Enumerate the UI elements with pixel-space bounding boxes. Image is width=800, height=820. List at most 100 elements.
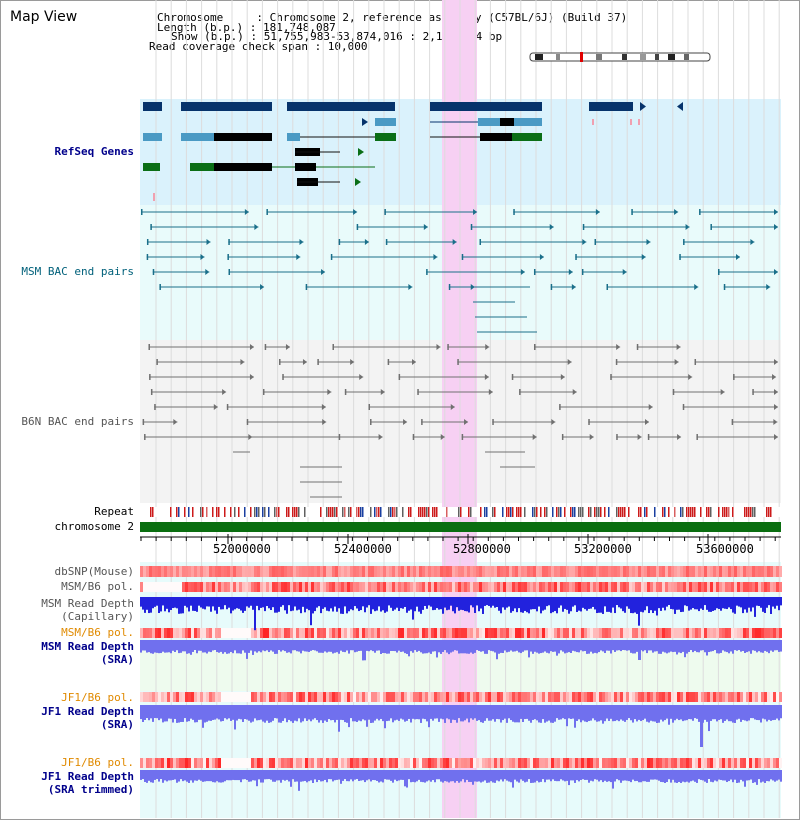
depth-bar	[466, 597, 468, 612]
heatmap-cell	[749, 692, 752, 702]
depth-bar	[428, 705, 430, 728]
heatmap-cell	[326, 628, 329, 638]
depth-bar	[570, 640, 572, 653]
depth-bar	[632, 640, 634, 654]
depth-bar	[606, 770, 608, 782]
heatmap-cell	[689, 628, 692, 638]
depth-bar	[174, 705, 176, 719]
heatmap-cell	[572, 566, 575, 577]
heatmap-cell	[749, 566, 752, 577]
heatmap-cell	[650, 758, 653, 768]
depth-bar	[236, 705, 238, 721]
repeat-mark	[674, 507, 676, 517]
refseq-genes-label[interactable]: RefSeq Genes	[54, 145, 134, 158]
depth-bar	[384, 640, 386, 654]
depth-bar	[662, 705, 664, 722]
depth-bar	[584, 770, 586, 780]
heatmap-cell	[458, 758, 461, 768]
msm-bac-end	[433, 254, 438, 260]
heatmap-cell	[248, 582, 251, 592]
depth-bar	[228, 640, 230, 654]
depth-bar	[718, 705, 720, 720]
heatmap-cell	[734, 582, 737, 592]
depth-bar	[696, 597, 698, 610]
heatmap-cell	[704, 758, 707, 768]
depth-bar	[436, 597, 438, 609]
heatmap-cell	[527, 628, 530, 638]
depth-bar	[658, 770, 660, 781]
heatmap-cell	[608, 582, 611, 592]
repeat-mark	[200, 507, 202, 517]
depth-bar	[756, 640, 758, 653]
repeat-mark	[510, 507, 512, 517]
depth-bar	[762, 597, 764, 612]
heatmap-cell	[233, 692, 236, 702]
b6n-bac-end	[774, 434, 778, 440]
repeat-mark	[264, 507, 266, 517]
msm-bac-end-pairs[interactable]	[141, 209, 778, 333]
heatmap-cell	[668, 566, 671, 577]
heatmap-cell	[644, 628, 647, 638]
heatmap-cell	[500, 628, 503, 638]
b6n-bac-label[interactable]: B6N BAC end pairs	[21, 415, 134, 428]
depth-bar	[436, 770, 438, 780]
heatmap-cell	[140, 758, 143, 768]
depth-bar	[256, 770, 258, 787]
heatmap-cell	[404, 582, 407, 592]
heatmap-cell	[353, 758, 356, 768]
heatmap-cell	[542, 758, 545, 768]
depth-bar	[262, 640, 264, 651]
b6n-bac-start	[447, 344, 449, 350]
repeat-track	[140, 507, 781, 517]
depth-bar	[460, 770, 462, 782]
msm-bac-label[interactable]: MSM BAC end pairs	[21, 265, 134, 278]
heatmap-cell	[314, 758, 317, 768]
heatmap-cell	[245, 628, 248, 638]
heatmap-cell	[146, 566, 149, 577]
heatmap-cell	[710, 692, 713, 702]
depth-bar	[572, 770, 574, 781]
depth-bar	[366, 640, 368, 651]
refseq-genes[interactable]	[143, 102, 683, 201]
heatmap-cell	[566, 628, 569, 638]
depth-bar	[210, 705, 212, 721]
msm-bac-start	[152, 269, 155, 275]
heatmap-cell	[476, 582, 479, 592]
heatmap-cell	[494, 628, 497, 638]
heatmap-cell	[761, 582, 764, 592]
depth-bar	[302, 770, 304, 782]
depth-bar	[272, 705, 274, 721]
gene-exon	[589, 102, 633, 111]
depth-bar	[312, 770, 314, 783]
heatmap-cell	[341, 566, 344, 577]
depth-bar	[472, 770, 474, 785]
heatmap-cell	[527, 692, 530, 702]
depth-bar	[760, 705, 762, 723]
depth-bar	[492, 705, 494, 720]
depth-bar	[530, 770, 532, 783]
heatmap-cell	[629, 628, 632, 638]
b6n-bac-end-pairs[interactable]	[142, 344, 778, 498]
depth-bar	[334, 705, 336, 723]
depth-bar	[158, 770, 160, 782]
depth-bar	[534, 597, 536, 610]
heatmap-cell	[398, 566, 401, 577]
b6n-bac-start	[246, 419, 249, 425]
b6n-bac-start	[262, 389, 265, 395]
repeat-mark	[362, 507, 364, 517]
depth-bar	[446, 597, 448, 611]
depth-bar	[238, 597, 240, 609]
heatmap-cell	[560, 758, 563, 768]
depth-bar	[340, 640, 342, 651]
depth-bar	[598, 597, 600, 613]
depth-bar	[692, 640, 694, 653]
depth-bar	[540, 770, 542, 782]
depth-bar	[632, 705, 634, 723]
b6n-bac-end	[327, 389, 332, 395]
depth-bar	[350, 597, 352, 610]
depth-bar	[580, 705, 582, 723]
depth-bar	[664, 640, 666, 653]
depth-bar	[166, 597, 168, 609]
depth-bar	[720, 770, 722, 780]
b6n-bac-start	[752, 389, 754, 395]
